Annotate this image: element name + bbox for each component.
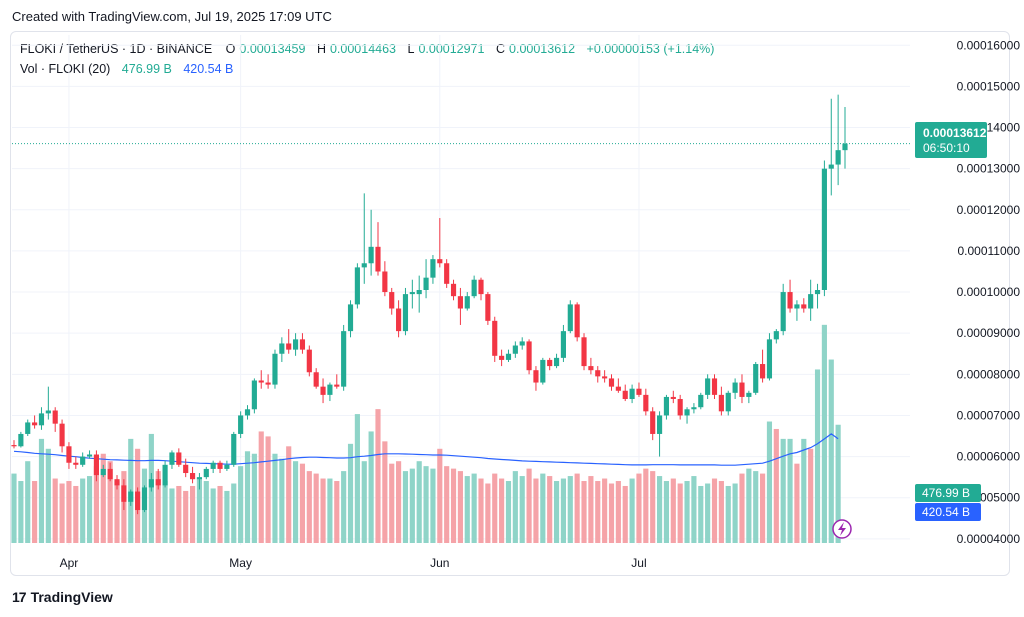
change-value: +0.00000153 (+1.14%) [586,42,715,56]
created-with-label: Created with TradingView.com, Jul 19, 20… [12,9,332,24]
volume-value: 476.99 B [121,62,172,76]
ohlc-legend: FLOKI / TetherUS · 1D · BINANCE O 0.00013… [20,42,718,56]
volume-legend: Vol · FLOKI (20) 476.99 B 420.54 B [20,62,237,76]
chart-frame [10,31,1010,576]
volume-ma-value: 420.54 B [183,62,234,76]
low-label: L [407,42,415,56]
tradingview-logo-icon: 17 [12,589,27,605]
high-label: H [316,42,326,56]
open-value: 0.00013459 [239,42,306,56]
symbol-label[interactable]: FLOKI / TetherUS · 1D · BINANCE [20,42,213,56]
tradingview-footer[interactable]: 17 TradingView [12,589,113,605]
close-label: C [495,42,506,56]
low-value: 0.00012971 [418,42,485,56]
volume-label[interactable]: Vol · FLOKI (20) [20,62,111,76]
tradingview-brand: TradingView [30,589,113,605]
open-label: O [225,42,236,56]
close-value: 0.00013612 [509,42,576,56]
high-value: 0.00014463 [329,42,397,56]
